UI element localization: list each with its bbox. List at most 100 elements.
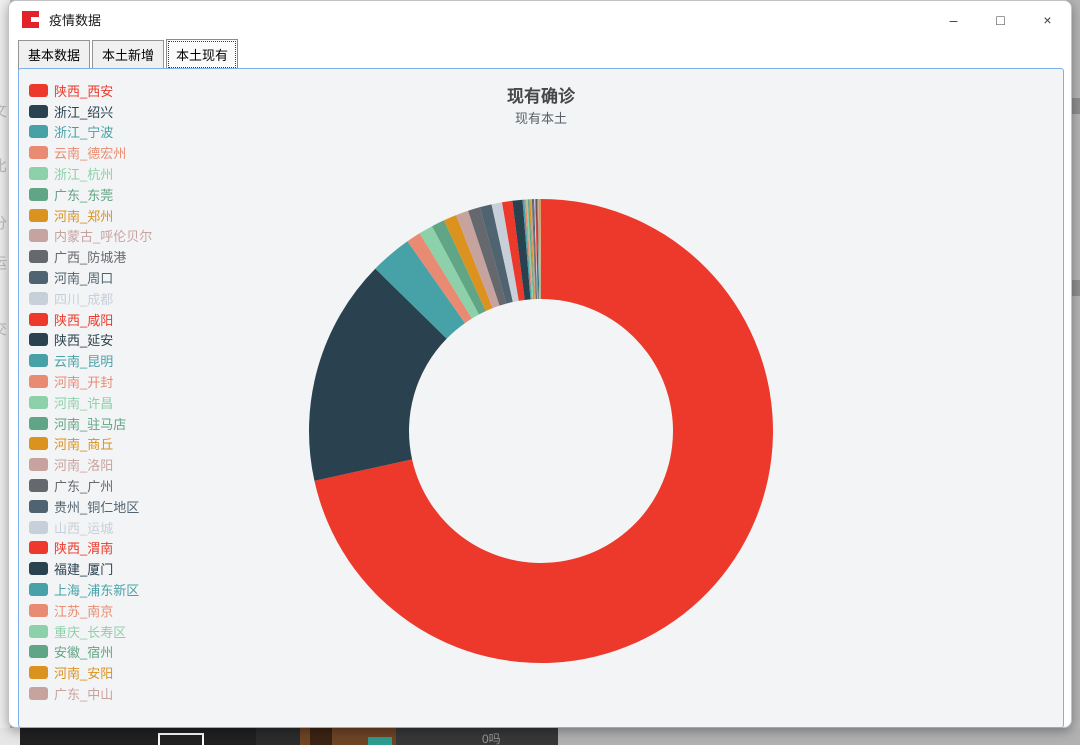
legend-item[interactable]: 山西_运城 bbox=[29, 517, 152, 538]
legend-item[interactable]: 安徽_宿州 bbox=[29, 642, 152, 663]
pie-slice[interactable] bbox=[532, 199, 538, 300]
maximize-button[interactable]: □ bbox=[996, 11, 1005, 28]
legend-item[interactable]: 河南_周口 bbox=[29, 267, 152, 288]
legend-item[interactable]: 河南_郑州 bbox=[29, 205, 152, 226]
legend-label: 江苏_南京 bbox=[54, 603, 114, 619]
tab-1[interactable]: 基本数据 bbox=[18, 40, 91, 70]
tab-2[interactable]: 本土新增 bbox=[92, 40, 165, 70]
legend-label: 浙江_杭州 bbox=[54, 167, 114, 183]
pie-slice[interactable] bbox=[537, 199, 540, 300]
pie-slice[interactable] bbox=[407, 233, 472, 324]
pie-slice[interactable] bbox=[539, 198, 541, 299]
pie-slice[interactable] bbox=[527, 199, 535, 300]
legend-item[interactable]: 广西_防城港 bbox=[29, 246, 152, 267]
legend-item[interactable]: 陕西_咸阳 bbox=[29, 309, 152, 330]
pie-slice[interactable] bbox=[531, 199, 537, 300]
pie-slice[interactable] bbox=[309, 268, 447, 481]
legend-label: 陕西_延安 bbox=[54, 333, 114, 349]
pie-slice[interactable] bbox=[456, 210, 500, 309]
pie-slice[interactable] bbox=[512, 199, 531, 301]
background-clipped-glyph: 比 bbox=[0, 155, 10, 176]
legend-item[interactable]: 河南_安阳 bbox=[29, 662, 152, 683]
legend-swatch bbox=[29, 520, 48, 534]
pie-slice[interactable] bbox=[444, 215, 493, 312]
legend-item[interactable]: 上海_浦东新区 bbox=[29, 579, 152, 600]
background-photo-shadow bbox=[310, 728, 332, 745]
legend-item[interactable]: 河南_许昌 bbox=[29, 392, 152, 413]
pie-slice[interactable] bbox=[534, 199, 538, 300]
legend-item[interactable]: 四川_成都 bbox=[29, 288, 152, 309]
legend-item[interactable]: 内蒙古_呼伦贝尔 bbox=[29, 226, 152, 247]
legend-label: 浙江_绍兴 bbox=[54, 104, 114, 120]
pie-slice[interactable] bbox=[502, 200, 525, 301]
legend-item[interactable]: 陕西_渭南 bbox=[29, 538, 152, 559]
pie-slice[interactable] bbox=[524, 199, 533, 300]
pie-slice[interactable] bbox=[536, 199, 539, 300]
pie-slice[interactable] bbox=[468, 207, 507, 306]
background-left-window-strip: 文比分运交 bbox=[0, 0, 10, 745]
pie-slice[interactable] bbox=[530, 199, 536, 300]
legend-label: 四川_成都 bbox=[54, 291, 114, 307]
window-title: 疫情数据 bbox=[49, 13, 102, 28]
legend-label: 河南_周口 bbox=[54, 271, 114, 287]
background-smudge bbox=[1071, 98, 1080, 114]
legend-label: 陕西_咸阳 bbox=[54, 312, 114, 328]
legend-item[interactable]: 河南_开封 bbox=[29, 371, 152, 392]
legend-item[interactable]: 云南_德宏州 bbox=[29, 142, 152, 163]
tab-3[interactable]: 本土现有 bbox=[166, 39, 239, 70]
legend-item[interactable]: 广东_广州 bbox=[29, 475, 152, 496]
legend-swatch bbox=[29, 250, 48, 264]
legend-item[interactable]: 浙江_绍兴 bbox=[29, 101, 152, 122]
tab-bar: 基本数据 本土新增 本土现有 bbox=[18, 39, 240, 70]
pie-slice[interactable] bbox=[479, 204, 513, 304]
legend-swatch bbox=[29, 583, 48, 597]
background-smudge bbox=[1071, 280, 1080, 296]
pie-slice[interactable] bbox=[538, 199, 541, 300]
pie-slice[interactable] bbox=[522, 199, 532, 300]
legend-item[interactable]: 浙江_杭州 bbox=[29, 163, 152, 184]
legend-swatch bbox=[29, 354, 48, 368]
legend-item[interactable]: 贵州_铜仁地区 bbox=[29, 496, 152, 517]
legend-label: 陕西_渭南 bbox=[54, 541, 114, 557]
pie-slice[interactable] bbox=[526, 199, 534, 300]
legend-item[interactable]: 广东_东莞 bbox=[29, 184, 152, 205]
legend-swatch bbox=[29, 271, 48, 285]
legend-item[interactable]: 重庆_长寿区 bbox=[29, 621, 152, 642]
pie-slice[interactable] bbox=[529, 199, 536, 300]
background-dark-window bbox=[20, 728, 256, 745]
legend-item[interactable]: 陕西_延安 bbox=[29, 330, 152, 351]
legend-swatch bbox=[29, 603, 48, 617]
pie-slice[interactable] bbox=[419, 226, 479, 319]
pie-slice[interactable] bbox=[491, 202, 519, 303]
legend-item[interactable]: 江苏_南京 bbox=[29, 600, 152, 621]
window-titlebar[interactable]: 疫情数据 – □ × bbox=[9, 1, 1071, 38]
pie-slice[interactable] bbox=[537, 199, 540, 300]
legend-label: 贵州_铜仁地区 bbox=[54, 499, 140, 515]
legend-label: 山西_运城 bbox=[54, 520, 114, 536]
legend-swatch bbox=[29, 104, 48, 118]
legend-item[interactable]: 浙江_宁波 bbox=[29, 122, 152, 143]
legend-label: 广东_中山 bbox=[54, 687, 114, 702]
legend-item[interactable]: 福建_厦门 bbox=[29, 558, 152, 579]
legend-swatch bbox=[29, 666, 48, 680]
legend-item[interactable]: 云南_昆明 bbox=[29, 350, 152, 371]
background-text: 0吗 bbox=[482, 732, 501, 745]
legend-item[interactable]: 陕西_西安 bbox=[29, 80, 152, 101]
legend-item[interactable]: 广东_中山 bbox=[29, 683, 152, 704]
pie-slice[interactable] bbox=[314, 199, 774, 664]
legend-item[interactable]: 河南_商丘 bbox=[29, 434, 152, 455]
legend-item[interactable]: 河南_洛阳 bbox=[29, 454, 152, 475]
close-button[interactable]: × bbox=[1043, 11, 1052, 28]
pie-slice[interactable] bbox=[375, 241, 466, 339]
background-clipped-glyph: 文 bbox=[0, 100, 10, 121]
legend-swatch bbox=[29, 395, 48, 409]
legend-swatch bbox=[29, 146, 48, 160]
minimize-button[interactable]: – bbox=[949, 11, 958, 28]
pie-slice[interactable] bbox=[539, 199, 541, 299]
app-icon bbox=[22, 11, 39, 28]
legend-item[interactable]: 河南_驻马店 bbox=[29, 413, 152, 434]
legend-swatch bbox=[29, 208, 48, 222]
pie-slice[interactable] bbox=[535, 199, 539, 300]
pie-slice[interactable] bbox=[432, 220, 486, 315]
legend-label: 浙江_宁波 bbox=[54, 125, 114, 141]
